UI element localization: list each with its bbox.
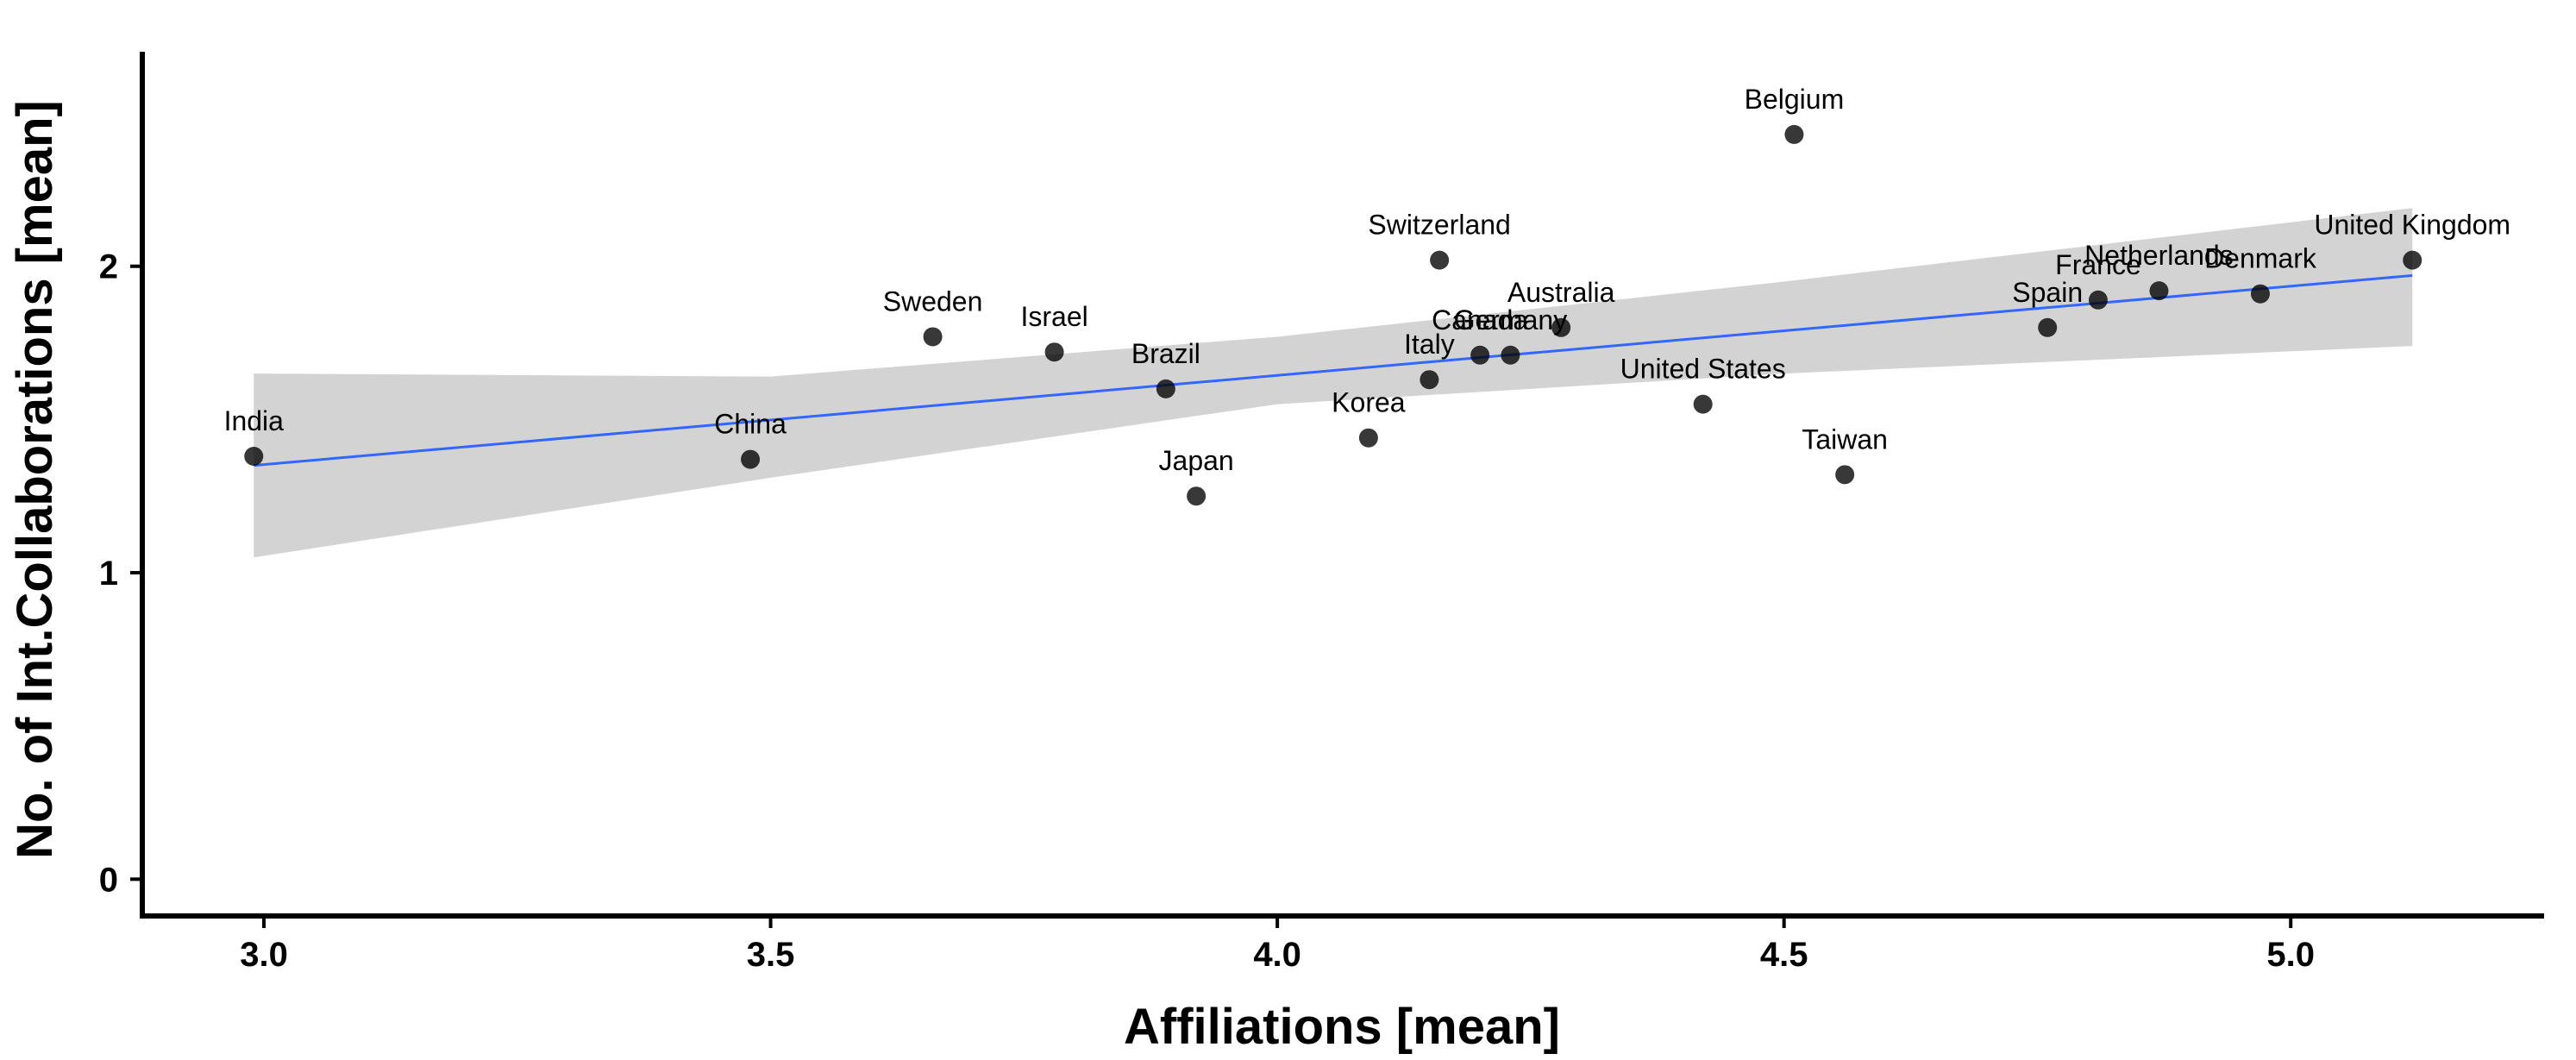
data-point [2250, 284, 2270, 304]
point-label: Korea [1332, 387, 1406, 418]
data-point [1693, 394, 1713, 414]
confidence-band [254, 208, 2413, 558]
x-tick-label: 3.5 [747, 936, 795, 974]
point-label: United Kingdom [2314, 210, 2510, 241]
point-label: China [714, 409, 787, 440]
x-tick-label: 4.0 [1253, 936, 1301, 974]
point-label: Netherlands [2084, 240, 2234, 271]
data-point [2149, 281, 2169, 301]
point-label: Switzerland [1368, 210, 1510, 241]
x-axis-title: Affiliations [mean] [1124, 999, 1560, 1055]
data-point [1784, 124, 1804, 144]
point-label: Denmark [2204, 243, 2317, 274]
y-tick-label: 0 [99, 861, 118, 899]
points-layer [244, 124, 2422, 506]
data-point [1835, 465, 1855, 485]
point-label: Spain [2012, 277, 2083, 308]
y-tick-label: 1 [99, 555, 118, 593]
point-label: Italy [1404, 329, 1455, 360]
point-label: Israel [1020, 301, 1087, 332]
point-label: France [2055, 249, 2141, 280]
data-point [741, 449, 761, 469]
confidence-band-layer [254, 208, 2413, 558]
y-tick-label: 2 [99, 248, 118, 286]
point-label: Sweden [883, 285, 983, 317]
point-label: Japan [1159, 445, 1234, 476]
data-point [1358, 428, 1378, 448]
point-label: Germany [1454, 304, 1568, 336]
axes: 3.0 3.5 4.0 4.5 5.0 0 1 2 [99, 52, 2544, 974]
data-point [244, 447, 264, 467]
data-point [1187, 486, 1207, 506]
x-tick-label: 3.0 [240, 936, 288, 974]
trend-line-layer [254, 273, 2413, 467]
trend-line [254, 273, 2413, 467]
data-point [2403, 250, 2422, 270]
point-label: Belgium [1745, 84, 1845, 115]
y-axis-title: No. of Int.Collaborations [mean] [7, 100, 63, 859]
point-label: Taiwan [1802, 423, 1888, 455]
x-tick-label: 5.0 [2266, 936, 2315, 974]
data-point [923, 327, 943, 347]
data-point [1044, 342, 1064, 362]
data-point [1430, 250, 1450, 270]
point-label: Australia [1507, 277, 1615, 308]
data-point [1551, 317, 1571, 337]
data-point [1501, 345, 1520, 365]
point-label: Canada [1432, 304, 1528, 336]
data-point [2038, 317, 2058, 337]
point-labels-layer: India China Sweden Israel Brazil Japan Korea It… [224, 84, 2511, 476]
point-label: United States [1620, 354, 1786, 385]
data-point [1156, 379, 1175, 398]
x-tick-label: 4.5 [1760, 936, 1808, 974]
data-point [1420, 370, 1439, 390]
data-point [2088, 290, 2108, 310]
point-label: Brazil [1131, 338, 1200, 369]
point-label: India [224, 405, 285, 436]
data-point [1470, 345, 1490, 365]
